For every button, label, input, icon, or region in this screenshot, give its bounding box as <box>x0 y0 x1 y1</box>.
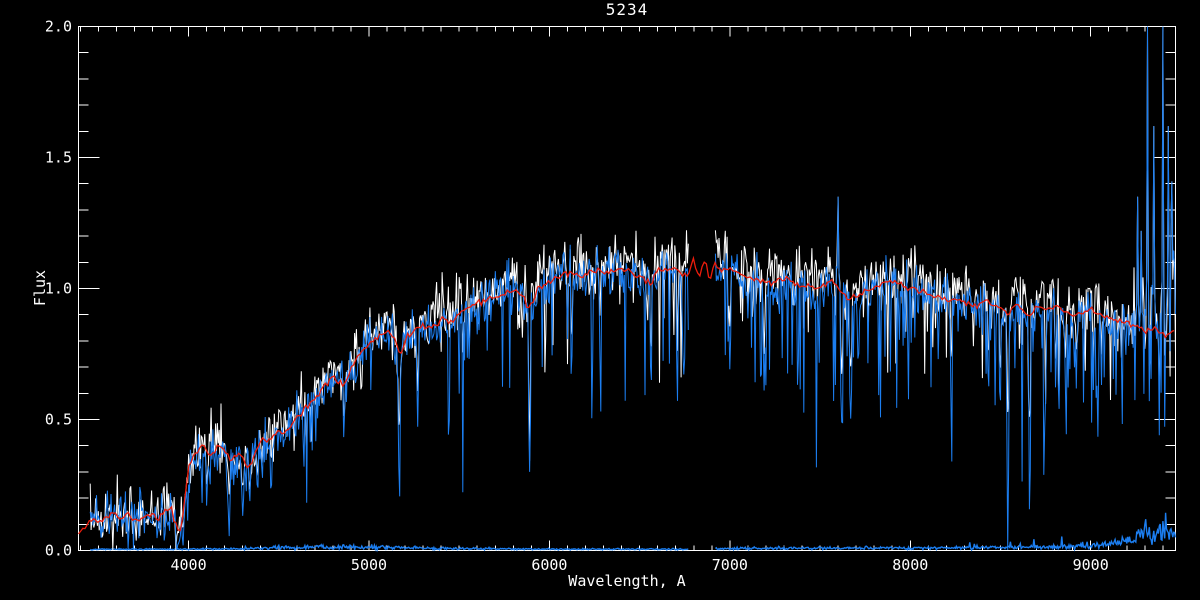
axis-tick-labels: 4000 5000 6000 7000 8000 9000 0.0 0.5 1.0 1.5 2.0 <box>45 18 1109 575</box>
x-axis-title: Wavelength, A <box>568 572 686 590</box>
x-tick-label: 7000 <box>712 556 748 574</box>
error-spectrum-line <box>714 512 1177 552</box>
plot-title: 5234 <box>605 0 649 19</box>
x-tick-label: 5000 <box>351 556 387 574</box>
x-tick-label: 8000 <box>892 556 928 574</box>
y-tick-label: 1.0 <box>45 280 72 298</box>
axis-frame <box>78 26 1176 551</box>
x-tick-label: 9000 <box>1073 556 1109 574</box>
y-tick-label: 0.5 <box>45 411 72 429</box>
x-tick-label: 6000 <box>531 556 567 574</box>
y-tick-label: 1.5 <box>45 149 72 167</box>
raw-spectrum-line <box>714 26 1176 417</box>
error-spectrum-line <box>89 542 689 553</box>
x-tick-label: 4000 <box>170 556 206 574</box>
observed-spectrum-line <box>89 244 689 551</box>
y-tick-label: 2.0 <box>45 18 72 36</box>
y-axis-title-text: Flux <box>31 269 49 307</box>
observed-spectrum-line <box>714 26 1176 551</box>
y-tick-label: 0.0 <box>45 542 72 560</box>
model-fit-line <box>77 255 1175 535</box>
